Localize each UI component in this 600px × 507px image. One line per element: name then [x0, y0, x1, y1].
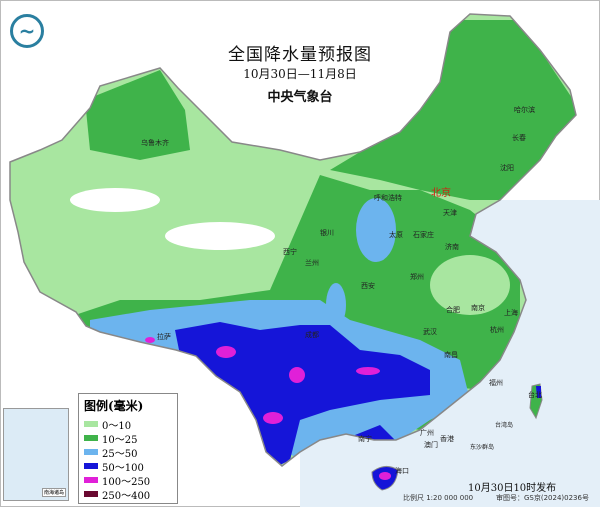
city-label: 长春 — [512, 134, 526, 142]
city-label: 太原 — [389, 231, 403, 239]
city-label: 银川 — [320, 229, 334, 237]
city-label: 西安 — [361, 282, 375, 290]
city-label: 杭州 — [490, 326, 504, 334]
city-label: 上海 — [504, 309, 518, 317]
legend-item: 0～10 — [84, 417, 172, 432]
legend-item: 50～100 — [84, 459, 172, 474]
legend-item: 25～50 — [84, 445, 172, 460]
city-label: 哈尔滨 — [514, 106, 535, 114]
legend: 图例(毫米) 0～10 10～25 25～50 50～100 100～250 2… — [78, 393, 178, 504]
city-label: 郑州 — [410, 273, 424, 281]
rain-100-250-area — [289, 367, 305, 383]
city-label: 呼和浩特 — [374, 194, 402, 202]
city-label: 南昌 — [444, 351, 458, 359]
legend-label: 0～10 — [102, 420, 132, 432]
legend-swatch — [84, 421, 98, 427]
legend-title: 图例(毫米) — [84, 399, 144, 413]
legend-swatch — [84, 463, 98, 469]
rain-25-50-area — [356, 198, 396, 262]
city-label: 香港 — [440, 435, 454, 443]
rain-50-100-area — [175, 322, 430, 466]
issuer: 中央气象台 — [267, 90, 333, 105]
rain-100-250-area — [263, 412, 283, 424]
legend-swatch — [84, 477, 98, 483]
map-approval-number: 审图号：GS京(2024)0236号 — [496, 494, 589, 502]
map-scale: 比例尺 1:20 000 000 — [403, 494, 474, 502]
rain-0-10-area — [430, 255, 510, 315]
publish-time: 10月30日10时发布 — [468, 483, 557, 494]
city-label: 拉萨 — [157, 333, 171, 341]
legend-swatch — [84, 449, 98, 455]
city-label: 济南 — [445, 243, 459, 251]
rain-50-100-area — [536, 386, 541, 398]
rain-10-25-area — [85, 70, 190, 160]
city-label: 兰州 — [305, 259, 319, 267]
map-title: 全国降水量预报图 — [228, 45, 372, 65]
legend-item: 100～250 — [84, 473, 172, 488]
legend-item: 10～25 — [84, 431, 172, 446]
city-label: 合肥 — [446, 306, 460, 314]
rain-100-250-area — [145, 337, 155, 343]
legend-label: 250～400 — [102, 490, 151, 502]
legend-label: 10～25 — [102, 434, 138, 446]
legend-swatch — [84, 435, 98, 441]
city-label: 乌鲁木齐 — [141, 139, 169, 147]
legend-label: 50～100 — [102, 462, 144, 474]
city-label: 东沙群岛 — [470, 444, 495, 451]
rain-100-250-area — [356, 367, 380, 375]
legend-swatch — [84, 491, 98, 497]
city-label: 福州 — [489, 379, 503, 387]
city-label: 天津 — [443, 209, 457, 217]
city-label: 石家庄 — [413, 231, 434, 239]
rain-10-25-area — [330, 20, 576, 200]
rain-100-250-area — [379, 472, 391, 480]
no-rain-area — [165, 222, 275, 250]
city-label: 南宁 — [358, 435, 372, 443]
city-label-capital: 北京 — [431, 188, 451, 199]
city-label: 澳门 — [424, 441, 438, 449]
city-label: 武汉 — [423, 328, 437, 336]
south-china-sea-inset: 南海诸岛 — [3, 408, 69, 501]
city-label: 成都 — [305, 331, 319, 339]
city-label: 台湾岛 — [495, 422, 514, 429]
forecast-period: 10月30日—11月8日 — [243, 67, 357, 81]
city-label: 台北 — [528, 391, 542, 399]
legend-label: 100～250 — [102, 476, 151, 488]
rain-100-250-area — [216, 346, 236, 358]
city-label: 西宁 — [283, 248, 297, 256]
no-rain-area — [70, 188, 160, 212]
city-label: 广州 — [420, 429, 434, 437]
legend-label: 25～50 — [102, 448, 138, 460]
inset-label: 南海诸岛 — [41, 488, 66, 497]
city-label: 海口 — [395, 467, 409, 475]
cma-logo-icon: ~ — [10, 14, 44, 48]
city-label: 沈阳 — [500, 164, 514, 172]
city-label: 南京 — [471, 304, 485, 312]
legend-item: 250～400 — [84, 487, 172, 502]
